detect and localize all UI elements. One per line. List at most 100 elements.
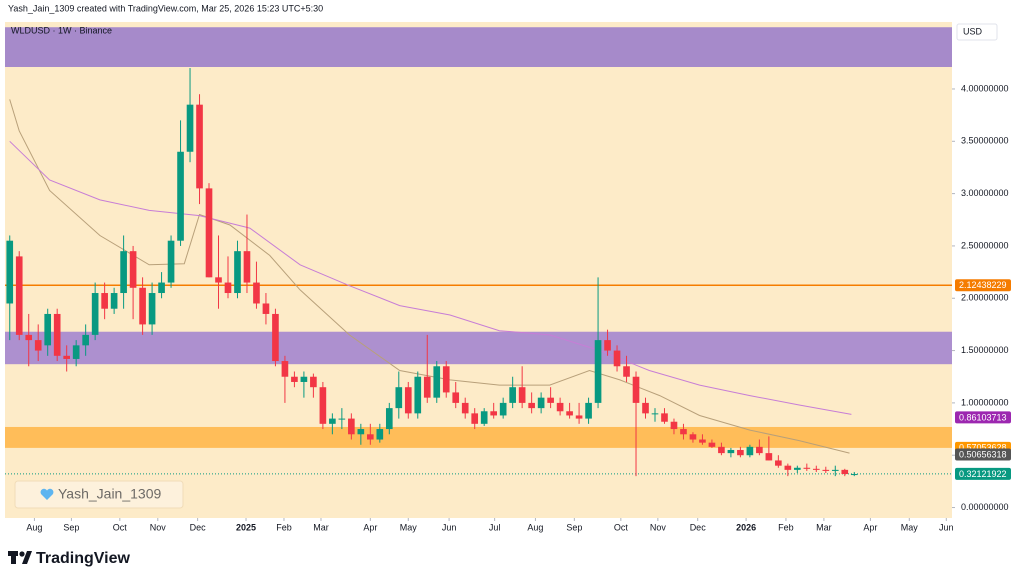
candle-body xyxy=(699,439,706,443)
zone xyxy=(5,426,952,448)
currency-label[interactable]: USD xyxy=(963,26,983,36)
x-tick-label: Jun xyxy=(442,522,457,532)
x-tick-label: 2026 xyxy=(736,522,756,532)
candle-body xyxy=(442,366,450,393)
candle-body xyxy=(196,104,203,189)
price-marker xyxy=(955,411,1011,424)
candle-body xyxy=(822,469,830,471)
candle-body xyxy=(594,340,602,403)
y-tick-label: 3.00000000 xyxy=(961,188,1009,198)
candles xyxy=(6,68,858,477)
candle-body xyxy=(262,303,270,314)
candle-body xyxy=(480,411,488,424)
y-tick-label: 2.50000000 xyxy=(961,240,1009,250)
candle-body xyxy=(718,446,725,454)
candle-body xyxy=(585,402,592,419)
x-tick-label: Jul xyxy=(489,522,501,532)
x-tick-label: Aug xyxy=(527,522,543,532)
candle-body xyxy=(376,429,384,440)
zone xyxy=(5,27,952,67)
candle-body xyxy=(253,282,260,304)
candle-body xyxy=(461,402,469,414)
time-axis xyxy=(5,518,952,540)
y-tick-label: 3.50000000 xyxy=(961,136,1009,146)
x-tick-label: Apr xyxy=(363,522,377,532)
candle-body xyxy=(775,460,782,466)
candle-body xyxy=(642,402,649,414)
candle-body xyxy=(794,467,801,470)
candle-body xyxy=(53,313,61,356)
candle-body xyxy=(670,421,678,430)
candle-body xyxy=(452,392,460,403)
x-tick-label: Aug xyxy=(26,522,42,532)
x-tick-label: Feb xyxy=(778,522,794,532)
x-tick-label: Nov xyxy=(650,522,667,532)
x-tick-label: May xyxy=(901,522,919,532)
candle-body xyxy=(727,449,735,454)
candle-body xyxy=(547,397,554,403)
candle-body xyxy=(348,418,355,435)
candle-body xyxy=(224,282,232,294)
price-marker-label: 0.50656318 xyxy=(959,449,1007,459)
candle-body xyxy=(281,361,289,377)
y-tick-label: 0.00000000 xyxy=(961,502,1009,512)
candle-body xyxy=(101,293,108,309)
candle-body xyxy=(72,345,80,359)
y-tick-label: 2.00000000 xyxy=(961,293,1009,303)
candle-body xyxy=(110,293,118,309)
candle-body xyxy=(613,350,621,367)
price-marker-label: 2.12438229 xyxy=(959,280,1007,290)
x-tick-label: Jun xyxy=(939,522,954,532)
candle-body xyxy=(129,251,137,288)
brand-name: TradingView xyxy=(36,550,131,567)
candle-body xyxy=(537,397,545,409)
symbol-label: WLDUSD · 1W · Binance xyxy=(11,25,112,35)
candle-body xyxy=(518,387,526,403)
price-marker-label: 0.32121922 xyxy=(959,469,1007,479)
candle-body xyxy=(471,413,479,424)
zone xyxy=(5,331,952,365)
x-tick-label: Oct xyxy=(113,522,128,532)
x-tick-label: Mar xyxy=(313,522,329,532)
candle-body xyxy=(367,434,374,440)
candle-body xyxy=(433,366,441,398)
candle-body xyxy=(167,240,175,283)
candle-body xyxy=(177,151,184,241)
candle-body xyxy=(708,442,716,447)
candle-body xyxy=(803,467,811,469)
candle-body xyxy=(6,240,14,304)
price-marker xyxy=(955,448,1011,461)
x-tick-label: Nov xyxy=(150,522,167,532)
price-marker-label: 0.86103713 xyxy=(959,412,1007,422)
candle-body xyxy=(680,429,687,435)
moving-averages xyxy=(9,99,852,454)
x-tick-label: Oct xyxy=(614,522,629,532)
brand-logo: TradingView xyxy=(8,550,131,567)
logo-part xyxy=(11,551,16,564)
candle-body xyxy=(404,387,412,414)
x-tick-label: May xyxy=(400,522,418,532)
candle-body xyxy=(784,465,792,470)
candle-body xyxy=(234,251,241,294)
moving-average xyxy=(9,99,850,454)
attribution: Yash_Jain_1309 created with TradingView.… xyxy=(8,3,323,13)
watermark-text: Yash_Jain_1309 xyxy=(58,486,161,502)
candle-body xyxy=(746,446,754,456)
candle-body xyxy=(575,415,583,419)
candle-body xyxy=(623,366,630,377)
candle-body xyxy=(243,251,251,283)
candle-body xyxy=(756,446,763,454)
currency-box[interactable] xyxy=(956,23,998,41)
candle-body xyxy=(395,387,403,409)
candle-body xyxy=(841,469,849,475)
candle-body xyxy=(689,434,697,440)
candle-body xyxy=(850,474,858,476)
candle-body xyxy=(91,293,99,335)
candle-body xyxy=(385,408,393,430)
price-marker xyxy=(955,279,1011,292)
candle-body xyxy=(528,402,535,409)
candle-body xyxy=(632,376,640,403)
candle-body xyxy=(44,313,52,346)
x-tick-label: Dec xyxy=(190,522,207,532)
